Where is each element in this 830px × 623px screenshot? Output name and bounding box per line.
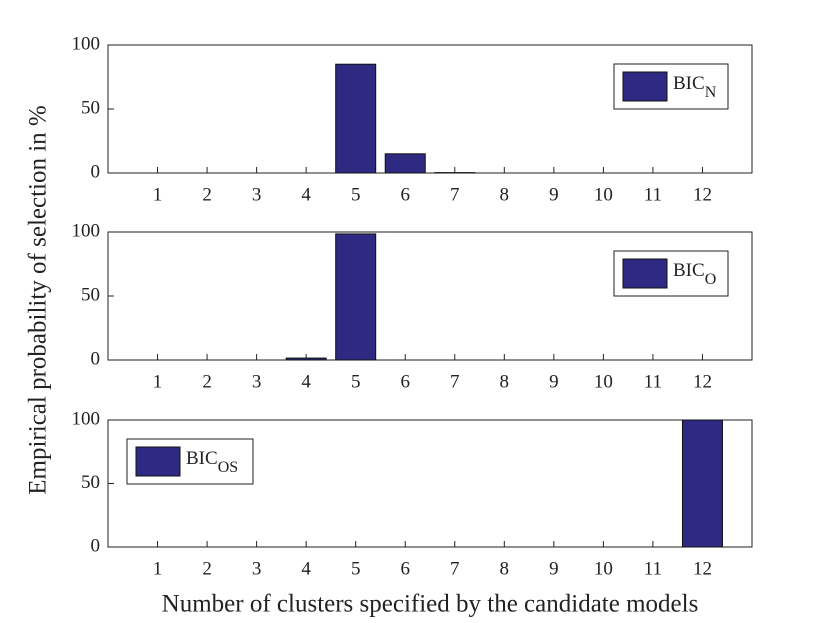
y-tick-label: 100 bbox=[72, 33, 101, 54]
x-tick-label: 11 bbox=[644, 184, 662, 205]
bar bbox=[335, 63, 377, 174]
y-tick-label: 50 bbox=[81, 284, 100, 305]
x-tick-label: 9 bbox=[549, 371, 559, 392]
legend: BICO bbox=[613, 250, 729, 297]
x-tick-label: 8 bbox=[500, 184, 510, 205]
y-tick-label: 100 bbox=[72, 220, 101, 241]
x-tick-label: 10 bbox=[594, 184, 613, 205]
legend-text: BIC bbox=[186, 448, 218, 469]
x-tick-label: 3 bbox=[252, 371, 262, 392]
legend-text: BIC bbox=[673, 73, 705, 94]
x-tick-label: 9 bbox=[549, 184, 559, 205]
x-tick-label: 1 bbox=[153, 371, 163, 392]
x-tick-label: 2 bbox=[202, 371, 212, 392]
x-tick-label: 6 bbox=[400, 371, 410, 392]
legend-swatch bbox=[622, 71, 668, 102]
x-tick-label: 11 bbox=[644, 558, 662, 579]
y-axis-label: Empirical probability of selection in % bbox=[25, 105, 52, 494]
bar bbox=[384, 153, 426, 174]
legend-subscript: N bbox=[705, 84, 717, 101]
y-tick-label: 50 bbox=[81, 472, 100, 493]
y-tick-label: 0 bbox=[91, 348, 101, 369]
x-tick-label: 5 bbox=[351, 371, 361, 392]
bar bbox=[681, 419, 723, 548]
x-tick-label: 10 bbox=[594, 558, 613, 579]
y-tick-label: 50 bbox=[81, 97, 100, 118]
y-tick-label: 0 bbox=[91, 535, 101, 556]
x-tick-label: 4 bbox=[301, 371, 311, 392]
legend-text: BIC bbox=[673, 260, 705, 281]
x-tick-label: 1 bbox=[153, 558, 163, 579]
legend-swatch bbox=[622, 258, 668, 289]
x-tick-label: 8 bbox=[500, 371, 510, 392]
y-tick-label: 100 bbox=[72, 408, 101, 429]
bar bbox=[335, 233, 377, 361]
legend-swatch bbox=[135, 446, 181, 477]
bar bbox=[285, 357, 327, 361]
legend-subscript: OS bbox=[218, 459, 238, 476]
x-tick-label: 8 bbox=[500, 558, 510, 579]
x-tick-label: 6 bbox=[400, 558, 410, 579]
legend: BICN bbox=[613, 63, 729, 110]
x-axis-label: Number of clusters specified by the cand… bbox=[162, 591, 699, 618]
legend-label: BICN bbox=[673, 73, 717, 100]
x-tick-label: 9 bbox=[549, 558, 559, 579]
x-tick-label: 4 bbox=[301, 558, 311, 579]
x-tick-label: 3 bbox=[252, 558, 262, 579]
legend-label: BICO bbox=[673, 260, 716, 287]
x-tick-label: 6 bbox=[400, 184, 410, 205]
x-tick-label: 3 bbox=[252, 184, 262, 205]
legend-label: BICOS bbox=[186, 448, 238, 475]
legend-subscript: O bbox=[705, 271, 717, 288]
y-tick-label: 0 bbox=[91, 161, 101, 182]
x-tick-label: 5 bbox=[351, 558, 361, 579]
x-tick-label: 11 bbox=[644, 371, 662, 392]
x-tick-label: 5 bbox=[351, 184, 361, 205]
x-tick-label: 12 bbox=[693, 184, 712, 205]
x-tick-label: 4 bbox=[301, 184, 311, 205]
x-tick-label: 2 bbox=[202, 184, 212, 205]
x-tick-label: 7 bbox=[450, 558, 460, 579]
legend: BICOS bbox=[126, 438, 254, 485]
x-tick-label: 12 bbox=[693, 558, 712, 579]
x-tick-label: 10 bbox=[594, 371, 613, 392]
x-tick-label: 12 bbox=[693, 371, 712, 392]
x-tick-label: 1 bbox=[153, 184, 163, 205]
x-tick-label: 7 bbox=[450, 184, 460, 205]
x-tick-label: 7 bbox=[450, 371, 460, 392]
x-tick-label: 2 bbox=[202, 558, 212, 579]
